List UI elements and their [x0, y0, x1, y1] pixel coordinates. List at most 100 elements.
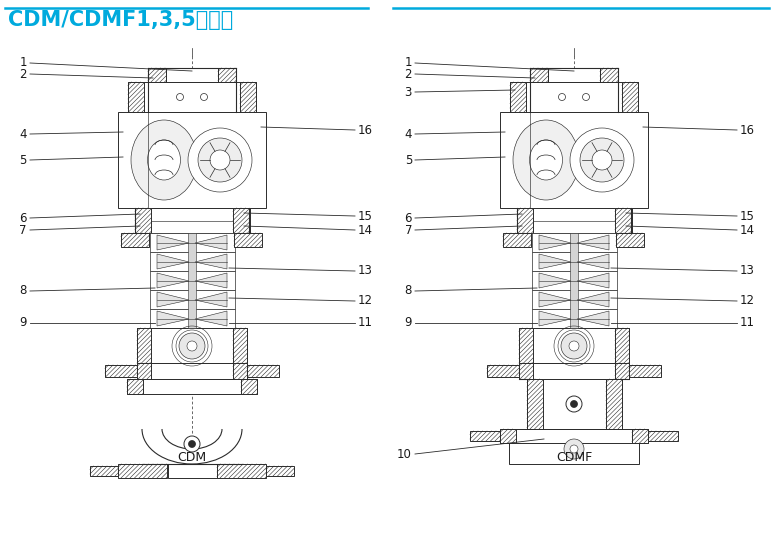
Bar	[121, 233, 149, 247]
Bar	[118, 112, 266, 208]
Polygon shape	[577, 254, 609, 269]
Text: 15: 15	[358, 210, 373, 222]
Circle shape	[570, 400, 577, 407]
Text: 4: 4	[19, 128, 27, 140]
Text: 6: 6	[405, 212, 412, 225]
Bar	[470, 431, 500, 441]
Text: 12: 12	[358, 294, 373, 308]
Bar	[135, 208, 151, 233]
Bar	[90, 466, 118, 476]
Circle shape	[583, 93, 590, 101]
Bar	[137, 328, 151, 363]
Bar	[127, 379, 257, 394]
Circle shape	[592, 150, 612, 170]
Bar	[519, 363, 629, 379]
Bar	[247, 365, 279, 377]
Bar	[135, 208, 250, 233]
Circle shape	[561, 333, 587, 359]
Bar	[150, 290, 235, 309]
Text: 1: 1	[19, 56, 27, 70]
Bar	[168, 464, 217, 478]
Bar	[266, 466, 294, 476]
Text: 8: 8	[405, 285, 412, 297]
Text: 2: 2	[405, 68, 412, 80]
Circle shape	[566, 396, 582, 412]
Bar	[622, 82, 638, 112]
Bar	[137, 363, 247, 379]
Circle shape	[570, 128, 634, 192]
Bar	[648, 431, 678, 441]
Bar	[233, 363, 247, 379]
Bar	[240, 82, 256, 112]
Polygon shape	[577, 235, 609, 250]
Circle shape	[179, 333, 205, 359]
Polygon shape	[195, 311, 227, 326]
Polygon shape	[539, 292, 571, 307]
Bar	[487, 365, 519, 377]
Text: 16: 16	[740, 123, 755, 137]
Text: 1: 1	[405, 56, 412, 70]
Ellipse shape	[513, 120, 579, 200]
Circle shape	[189, 441, 196, 448]
Bar	[503, 233, 531, 247]
Polygon shape	[157, 273, 189, 288]
Ellipse shape	[131, 120, 197, 200]
Circle shape	[564, 439, 584, 459]
Bar	[150, 309, 235, 328]
Text: 14: 14	[740, 224, 755, 236]
Circle shape	[187, 341, 197, 351]
Bar	[233, 208, 249, 233]
Bar	[519, 328, 629, 363]
Polygon shape	[195, 235, 227, 250]
Polygon shape	[157, 254, 189, 269]
Polygon shape	[539, 311, 571, 326]
Text: 12: 12	[740, 294, 755, 308]
Polygon shape	[157, 292, 189, 307]
Text: 16: 16	[358, 123, 373, 137]
Polygon shape	[539, 273, 571, 288]
Bar	[510, 82, 526, 112]
Bar	[606, 379, 622, 429]
Text: CDMF: CDMF	[556, 451, 592, 464]
Text: 5: 5	[405, 153, 412, 167]
Bar	[632, 429, 648, 443]
Bar	[218, 68, 236, 82]
Bar	[548, 68, 600, 82]
Text: 3: 3	[405, 86, 412, 99]
Polygon shape	[577, 292, 609, 307]
Polygon shape	[195, 254, 227, 269]
Bar	[241, 379, 257, 394]
Bar	[615, 328, 629, 363]
Polygon shape	[195, 292, 227, 307]
Text: 11: 11	[358, 316, 373, 330]
Bar	[188, 233, 196, 328]
Bar	[616, 233, 644, 247]
Bar	[150, 233, 235, 252]
Bar	[137, 363, 151, 379]
Bar	[527, 379, 543, 429]
Bar	[500, 112, 648, 208]
Bar	[500, 429, 648, 443]
Bar	[532, 252, 617, 271]
Text: 9: 9	[405, 316, 412, 330]
Text: 2: 2	[19, 68, 27, 80]
Circle shape	[569, 341, 579, 351]
Polygon shape	[539, 235, 571, 250]
Circle shape	[580, 138, 624, 182]
Text: 13: 13	[740, 264, 755, 278]
Circle shape	[188, 128, 252, 192]
Bar	[519, 328, 533, 363]
Text: 9: 9	[19, 316, 27, 330]
Polygon shape	[195, 273, 227, 288]
Circle shape	[210, 150, 230, 170]
Bar	[128, 82, 144, 112]
Bar	[530, 68, 548, 82]
Circle shape	[200, 93, 207, 101]
Bar	[166, 68, 218, 82]
Text: CDM/CDMF1,3,5截面图: CDM/CDMF1,3,5截面图	[8, 10, 233, 30]
Bar	[527, 379, 622, 429]
Bar	[150, 271, 235, 290]
Circle shape	[559, 93, 566, 101]
Bar	[500, 429, 516, 443]
Bar	[148, 68, 166, 82]
